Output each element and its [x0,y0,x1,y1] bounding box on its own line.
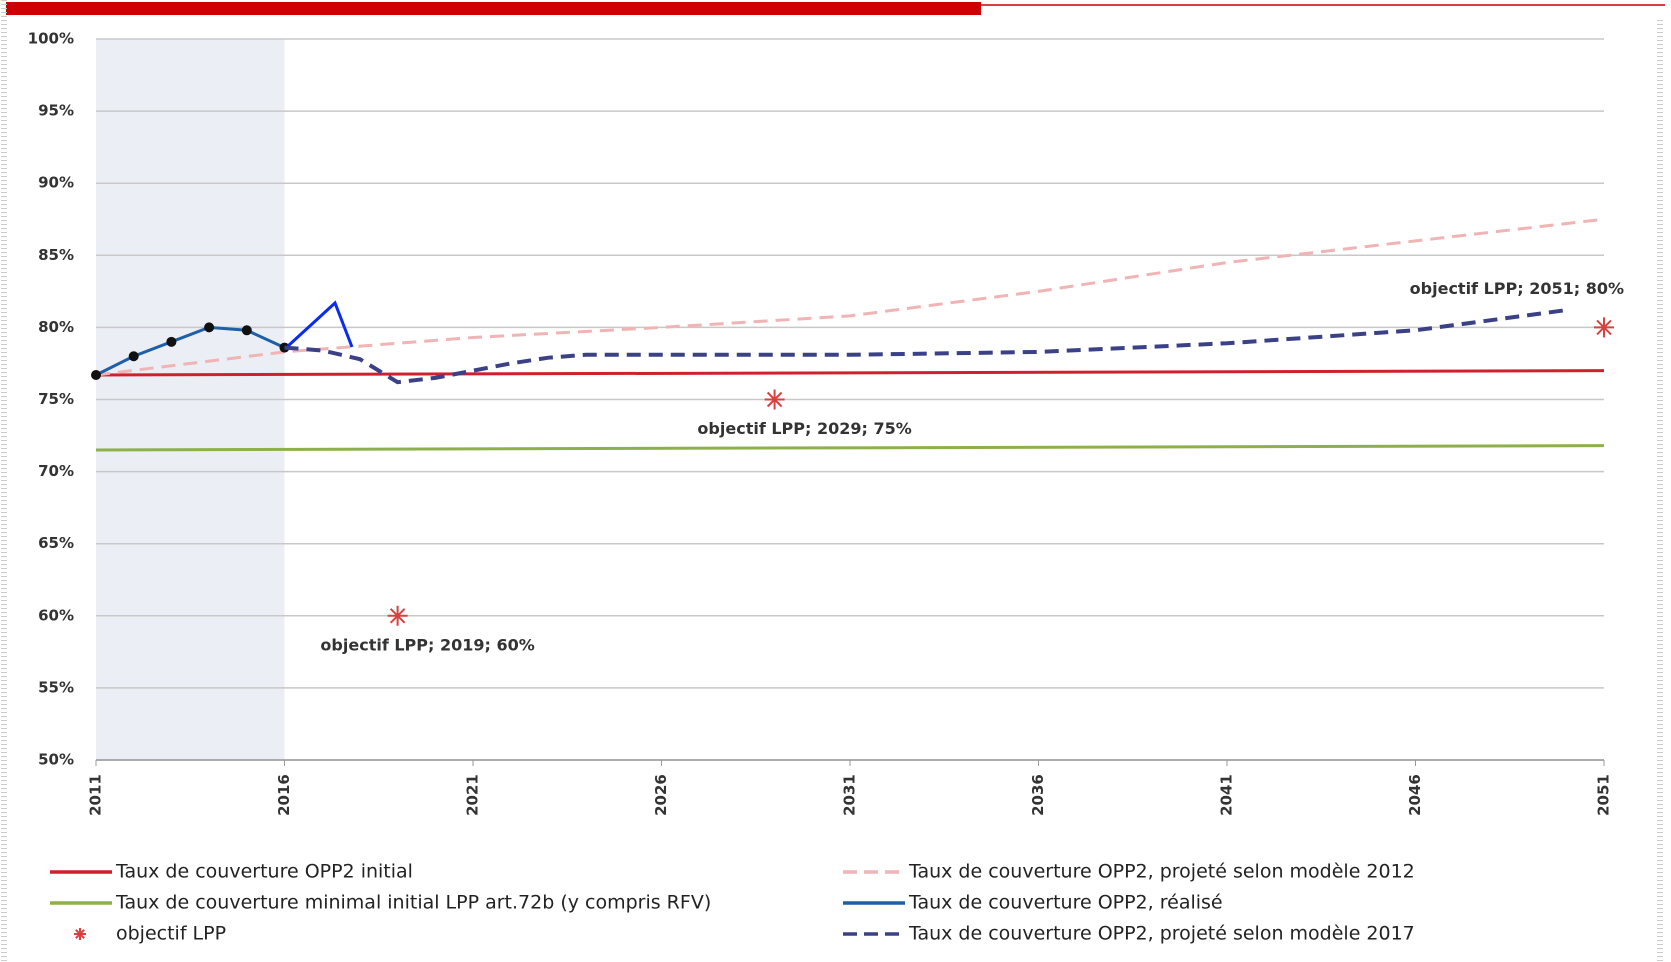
y-tick-label: 80% [38,318,74,336]
x-tick-label: 2041 [1218,774,1236,816]
x-tick-label: 2021 [464,774,482,816]
marker [1594,317,1614,338]
y-tick-label: 55% [38,678,74,696]
y-tick-label: 75% [38,390,74,408]
marker [74,928,86,940]
legend-label: Taux de couverture OPP2 initial [115,861,413,883]
y-tick-label: 50% [38,751,74,769]
header-bar [6,2,981,15]
x-tick-label: 2011 [87,774,105,816]
y-tick-label: 70% [38,462,74,480]
point [91,369,101,380]
data-label: objectif LPP; 2051; 80% [1410,279,1624,298]
series-line [95,369,1605,377]
point [166,336,177,347]
legend-label: Taux de couverture OPP2, projeté selon m… [908,861,1415,883]
y-tick-label: 95% [38,102,74,120]
point [204,322,215,333]
point [241,325,252,336]
series-line [95,444,1605,452]
y-tick-label: 85% [38,246,74,264]
legend-label: Taux de couverture OPP2, projeté selon m… [908,923,1415,945]
data-label: objectif LPP; 2019; 60% [320,635,534,654]
legend-label: Taux de couverture minimal initial LPP a… [115,892,711,914]
series-line [95,325,286,377]
y-tick-label: 90% [38,174,74,192]
x-tick-label: 2046 [1406,774,1424,816]
x-tick-label: 2051 [1595,774,1613,816]
legend-label: Taux de couverture OPP2, réalisé [908,892,1223,914]
y-tick-label: 60% [38,606,74,624]
x-tick-label: 2026 [652,774,670,816]
x-tick-label: 2031 [841,774,859,816]
y-tick-label: 100% [28,30,74,48]
series-line [95,217,1605,377]
x-tick-label: 2016 [275,774,293,816]
legend-label: objectif LPP [116,923,226,945]
marker [387,605,408,626]
x-tick-label: 2036 [1029,774,1047,816]
y-tick-label: 65% [38,534,74,552]
data-label: objectif LPP; 2029; 75% [697,419,911,438]
series-line [284,308,1567,385]
point [128,351,139,362]
hand-drawn-mark [286,300,354,348]
marker [764,389,785,410]
